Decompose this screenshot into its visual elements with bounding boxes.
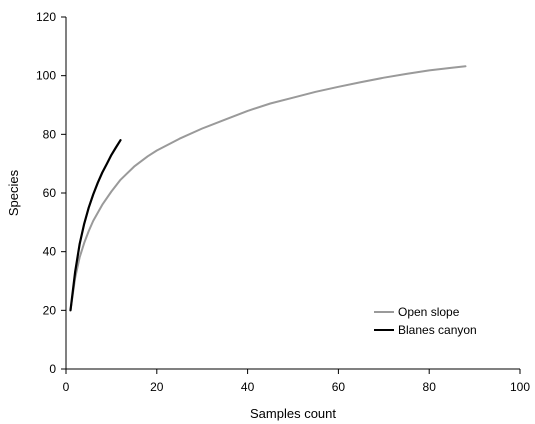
- x-ticks: 0 20 40 60 80 100: [63, 369, 530, 394]
- x-tick-label: 100: [510, 380, 530, 394]
- legend-label-blanes-canyon: Blanes canyon: [398, 323, 477, 337]
- legend: Open slope Blanes canyon: [374, 305, 477, 337]
- y-tick-label: 20: [43, 303, 57, 317]
- y-tick-label: 60: [43, 186, 57, 200]
- y-tick-label: 0: [49, 362, 56, 376]
- x-axis-title: Samples count: [250, 406, 336, 421]
- y-ticks: 0 20 40 60 80 100 120: [36, 10, 66, 376]
- x-tick-label: 40: [241, 380, 255, 394]
- series-line-open-slope: [69, 65, 467, 312]
- legend-label-open-slope: Open slope: [398, 305, 460, 319]
- x-tick-label: 0: [63, 380, 70, 394]
- y-tick-label: 40: [43, 245, 57, 259]
- x-tick-label: 80: [423, 380, 437, 394]
- y-tick-label: 100: [36, 69, 56, 83]
- series-line-blanes-canyon: [69, 139, 122, 312]
- x-tick-label: 20: [150, 380, 164, 394]
- series-layer: [69, 65, 467, 312]
- x-tick-label: 60: [332, 380, 346, 394]
- y-tick-label: 80: [43, 127, 57, 141]
- y-axis-title: Species: [6, 169, 21, 216]
- y-tick-label: 120: [36, 10, 56, 24]
